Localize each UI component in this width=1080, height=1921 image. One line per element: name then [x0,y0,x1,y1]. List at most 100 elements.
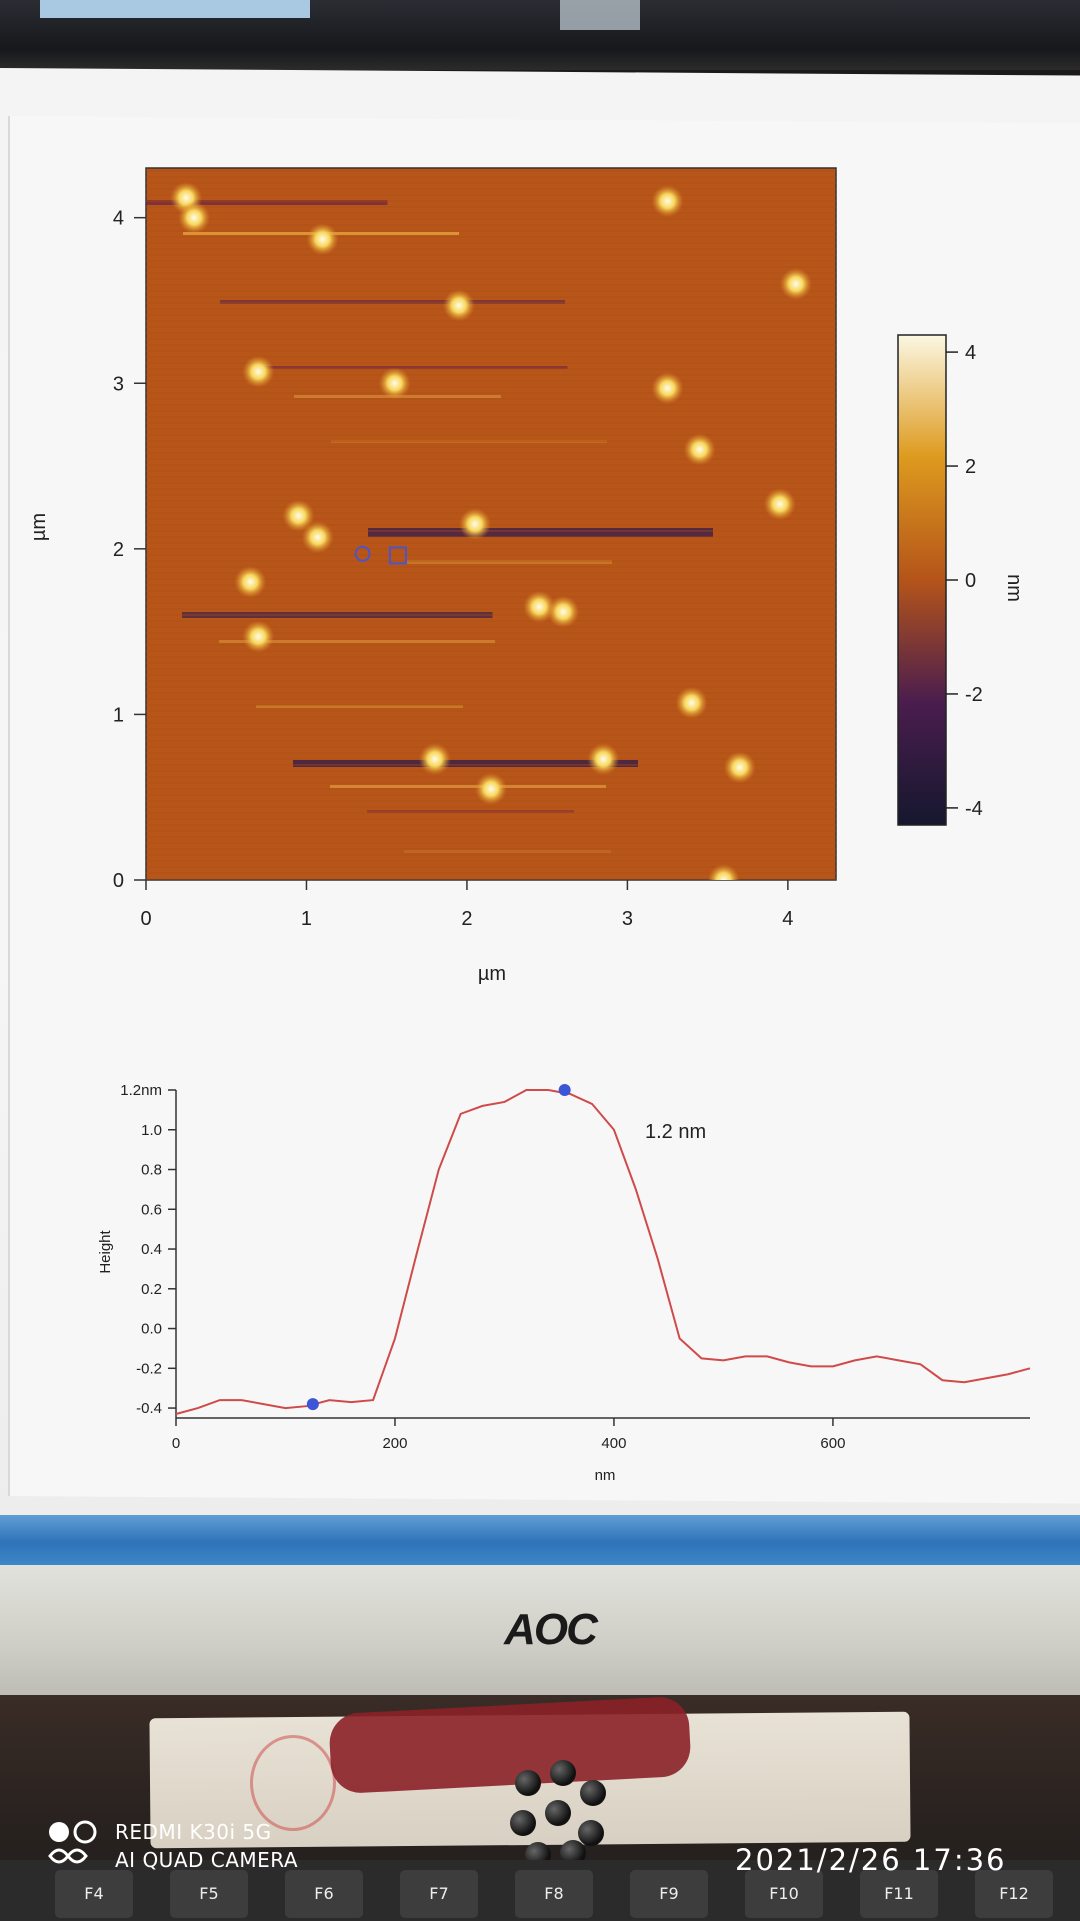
map-x-label: µm [478,963,506,985]
particle [242,620,275,653]
profile-y-axis: 1.2nm 1.0 0.8 0.6 0.4 0.2 0.0 -0.2 -0.4 [120,1082,176,1417]
scan-line [146,602,836,604]
scan-line [146,206,836,208]
scan-line [146,332,836,334]
scan-line [146,854,836,856]
scan-line [146,176,836,178]
particle [651,372,684,405]
profile-y-tick-label: 0.2 [141,1281,162,1298]
map-y-label: µm [28,513,50,541]
particle [683,433,716,466]
map-markers [354,545,407,565]
scan-line [146,170,836,172]
scan-line [146,542,836,544]
scan-line [146,200,836,202]
scan-line [146,350,836,352]
scan-line [146,320,836,322]
scan-line [146,644,836,646]
scan-line [146,278,836,280]
profile-x-tick-label: 200 [382,1435,407,1452]
map-x-tick-label: 2 [461,908,472,930]
scan-streak [368,528,713,537]
scan-line [146,716,836,718]
scan-line [146,638,836,640]
scan-streak [330,785,606,788]
scan-line [146,590,836,592]
scan-line [146,530,836,532]
scan-line [146,698,836,700]
scan-streak [367,810,574,813]
key-f12: F12 [975,1870,1053,1918]
scan-line [146,752,836,754]
background-top [0,0,1080,70]
map-y-axis: 0 1 2 3 4 [113,208,146,892]
particle [458,508,491,540]
scan-streak [257,366,568,369]
colorbar-ticks: 4 2 0 -2 -4 [946,342,983,820]
key-f6: F6 [285,1870,363,1918]
scan-line [146,806,836,808]
scan-line [146,260,836,262]
scan-line [146,440,836,442]
particle [242,355,275,388]
scan-line [146,662,836,664]
key-f9: F9 [630,1870,708,1918]
scan-line [146,410,836,412]
profile-y-tick-label: 1.0 [141,1122,162,1139]
scan-line [146,308,836,310]
scan-line [146,872,836,874]
scan-line [146,848,836,850]
profile-x-tick-label: 400 [601,1435,626,1452]
scan-line [146,572,836,574]
profile-y-tick-label: 0.0 [141,1321,162,1338]
scan-line [146,614,836,616]
colorbar-tick-label: 4 [965,342,976,364]
map-x-tick-label: 1 [301,908,312,930]
scan-line [146,554,836,556]
map-x-tick-label: 3 [622,908,633,930]
colorbar-label: nm [1003,574,1025,602]
profile-y-tick-label: 1.2nm [120,1082,162,1099]
scan-line [146,296,836,298]
scan-line [146,842,836,844]
scan-line [146,494,836,496]
scan-streak [404,850,611,853]
key-f4: F4 [55,1870,133,1918]
scan-line [146,866,836,868]
profile-markers [306,1084,571,1411]
particle [707,864,740,880]
scan-line [146,458,836,460]
scan-line [146,746,836,748]
profile-start-marker [354,545,371,562]
scan-line [146,818,836,820]
scan-streak [405,560,612,564]
scan-line [146,512,836,514]
scan-line [146,248,836,250]
scan-line [146,290,836,292]
scan-line [146,626,836,628]
profile-y-tick-label: -0.2 [136,1360,162,1377]
scan-line [146,266,836,268]
scan-line [146,422,836,424]
profile-series-line [175,1089,1031,1415]
scan-line [146,620,836,622]
monitor-brand-text: AOC [503,1605,599,1654]
scan-streak [146,200,388,205]
scan-line [146,836,836,838]
profile-annotation: 1.2 nm [645,1121,706,1143]
profile-x-label: nm [595,1467,616,1484]
afm-map [145,167,837,881]
scan-line [146,536,836,538]
camera-tagline: AI QUAD CAMERA [115,1848,299,1872]
map-y-tick-label: 2 [113,539,124,561]
scan-line [146,566,836,568]
scan-line [146,740,836,742]
scan-line [146,680,836,682]
scan-line [146,386,836,388]
scan-line [146,476,836,478]
profile-y-label: Height [97,1229,114,1273]
scan-line [146,446,836,448]
scan-line [146,674,836,676]
colorbar-tick-label: 2 [965,456,976,478]
scan-line [146,878,836,880]
